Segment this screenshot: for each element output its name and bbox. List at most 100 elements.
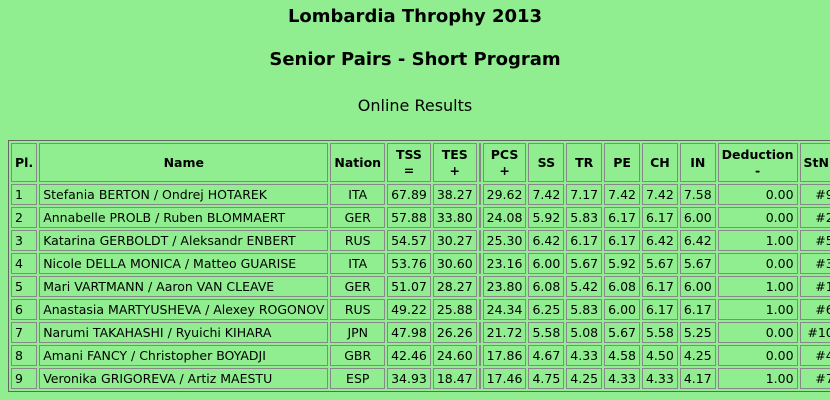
- column-header: CH: [641, 143, 678, 182]
- cell: 7.42: [641, 184, 678, 205]
- header-text: Nation: [334, 154, 382, 170]
- cell: 49.22: [387, 299, 431, 320]
- cell: 1.00: [717, 230, 798, 251]
- column-header: Deduction -: [717, 143, 798, 182]
- nation: RUS: [330, 230, 386, 251]
- header-text: TR: [575, 154, 594, 170]
- spacer-cell: [478, 345, 481, 366]
- spacer-cell: [478, 143, 481, 182]
- result-row: 7 Narumi TAKAHASHI / Ryuichi KIHARA JPN 47.…: [11, 322, 830, 343]
- cell: 4.33: [566, 345, 603, 366]
- skater-name: Amani FANCY / Christopher BOYADJI: [39, 345, 329, 366]
- header-text: +: [499, 162, 510, 178]
- cell: 6.17: [604, 230, 640, 251]
- cell: 6.00: [679, 207, 716, 228]
- cell: 8: [11, 345, 38, 366]
- skater-name: Mari VARTMANN / Aaron VAN CLEAVE: [39, 276, 329, 297]
- skater-name: Narumi TAKAHASHI / Ryuichi KIHARA: [39, 322, 329, 343]
- subtitle: Senior Pairs - Short Program: [269, 49, 561, 70]
- header-text: Name: [163, 154, 204, 170]
- cell: 4.33: [604, 368, 640, 389]
- cell: #4: [799, 345, 830, 366]
- spacer-cell: [478, 322, 481, 343]
- cell: #9: [799, 184, 830, 205]
- skater-name: Katarina GERBOLDT / Aleksandr ENBERT: [39, 230, 329, 251]
- skater-name: Stefania BERTON / Ondrej HOTAREK: [39, 184, 329, 205]
- cell: 5.08: [566, 322, 603, 343]
- cell: 26.26: [432, 322, 477, 343]
- cell: 6.25: [528, 299, 565, 320]
- result-row: 4 Nicole DELLA MONICA / Matteo GUARISE ITA…: [11, 253, 830, 274]
- header-row: Pl. Name Nation TSS = TES + PCS + SS TR PE CH IN Deduc…: [11, 143, 830, 182]
- cell: 6.17: [641, 299, 678, 320]
- cell: 6.42: [641, 230, 678, 251]
- cell: 29.62: [482, 184, 527, 205]
- cell: 0.00: [717, 184, 798, 205]
- cell: 34.93: [387, 368, 431, 389]
- cell: 4: [11, 253, 38, 274]
- cell: 18.47: [432, 368, 477, 389]
- cell: 23.80: [482, 276, 527, 297]
- result-row: 9 Veronika GRIGOREVA / Artiz MAESTU ESP 34.…: [11, 368, 830, 389]
- skater-name: Annabelle PROLB / Ruben BLOMMAERT: [39, 207, 329, 228]
- cell: 6.08: [604, 276, 640, 297]
- header-text: =: [403, 162, 415, 178]
- cell: 7.42: [604, 184, 640, 205]
- cell: 9: [11, 368, 38, 389]
- header-text: PE: [613, 154, 631, 170]
- cell: 6.08: [528, 276, 565, 297]
- result-row: 3 Katarina GERBOLDT / Aleksandr ENBERT RUS…: [11, 230, 830, 251]
- nation: ITA: [330, 184, 386, 205]
- cell: #10: [799, 322, 830, 343]
- cell: 4.33: [641, 368, 678, 389]
- nation: GER: [330, 276, 386, 297]
- cell: #3: [799, 253, 830, 274]
- header-text: TES: [441, 146, 468, 162]
- cell: 7.58: [679, 184, 716, 205]
- cell: 6.17: [641, 276, 678, 297]
- column-header: Name: [39, 143, 329, 182]
- cell: 5.58: [641, 322, 678, 343]
- cell: #2: [799, 207, 830, 228]
- cell: 0.00: [717, 322, 798, 343]
- result-row: 2 Annabelle PROLB / Ruben BLOMMAERT GER 57.…: [11, 207, 830, 228]
- cell: 33.80: [432, 207, 477, 228]
- cell: 17.46: [482, 368, 527, 389]
- result-row: 5 Mari VARTMANN / Aaron VAN CLEAVE GER 51.0…: [11, 276, 830, 297]
- cell: 7.42: [528, 184, 565, 205]
- header-text: Pl.: [15, 154, 34, 170]
- spacer-cell: [478, 253, 481, 274]
- cell: 0.00: [717, 207, 798, 228]
- cell: 1.00: [717, 368, 798, 389]
- cell: 4.75: [528, 368, 565, 389]
- header-text: Deduction: [721, 146, 794, 162]
- cell: 7.17: [566, 184, 603, 205]
- caption: Online Results: [357, 96, 473, 115]
- cell: #1: [799, 276, 830, 297]
- column-header: Nation: [330, 143, 386, 182]
- cell: 17.86: [482, 345, 527, 366]
- header-text: CH: [650, 154, 670, 170]
- cell: 1.00: [717, 299, 798, 320]
- cell: 30.60: [432, 253, 477, 274]
- spacer-cell: [478, 368, 481, 389]
- cell: 4.67: [528, 345, 565, 366]
- header-text: SS: [537, 154, 556, 170]
- cell: 3: [11, 230, 38, 251]
- column-header: TES +: [432, 143, 477, 182]
- cell: 67.89: [387, 184, 431, 205]
- cell: 5.92: [604, 253, 640, 274]
- nation: RUS: [330, 299, 386, 320]
- spacer-cell: [478, 207, 481, 228]
- column-header: IN: [679, 143, 716, 182]
- cell: 1.00: [717, 276, 798, 297]
- column-header: PE: [604, 143, 640, 182]
- header-text: StN.: [803, 154, 830, 170]
- nation: ESP: [330, 368, 386, 389]
- cell: 24.60: [432, 345, 477, 366]
- cell: 6.00: [679, 276, 716, 297]
- skater-name: Anastasia MARTYUSHEVA / Alexey ROGONOV: [39, 299, 329, 320]
- cell: 6: [11, 299, 38, 320]
- cell: 30.27: [432, 230, 477, 251]
- column-header: Pl.: [11, 143, 38, 182]
